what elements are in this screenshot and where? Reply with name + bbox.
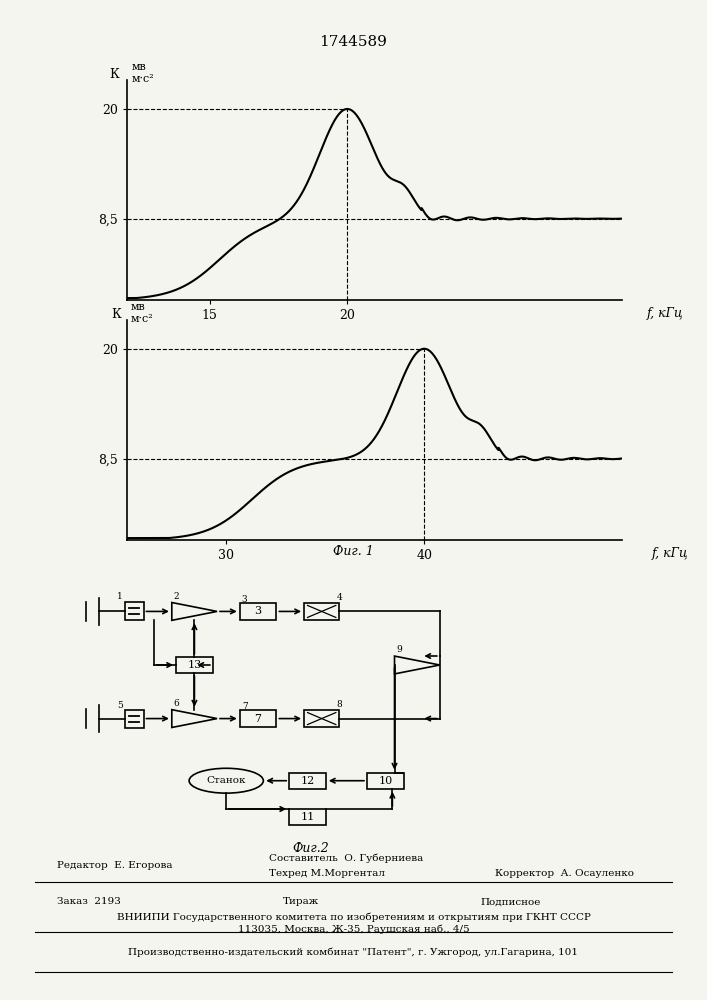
FancyBboxPatch shape: [289, 773, 326, 789]
Text: 3: 3: [242, 595, 247, 604]
Polygon shape: [395, 656, 440, 674]
Text: Корректор  А. Осауленко: Корректор А. Осауленко: [495, 868, 634, 878]
FancyBboxPatch shape: [176, 657, 213, 673]
Text: 13: 13: [187, 660, 201, 670]
Polygon shape: [172, 603, 217, 620]
Text: Техред М.Моргентал: Техред М.Моргентал: [269, 868, 385, 878]
FancyBboxPatch shape: [240, 603, 276, 620]
Text: Тираж: Тираж: [283, 898, 319, 906]
Text: м·с²: м·с²: [130, 314, 153, 324]
Text: К: К: [112, 308, 122, 321]
Text: 7: 7: [255, 714, 262, 724]
Text: 12: 12: [300, 776, 315, 786]
Text: 7: 7: [242, 702, 247, 711]
Text: 3: 3: [255, 606, 262, 616]
Text: Составитель  О. Губерниева: Составитель О. Губерниева: [269, 853, 423, 863]
Text: Подписное: Подписное: [481, 898, 541, 906]
Text: 2: 2: [173, 592, 179, 601]
Text: 113035, Москва, Ж-35, Раушская наб., 4/5: 113035, Москва, Ж-35, Раушская наб., 4/5: [238, 924, 469, 934]
Text: f, кГц: f, кГц: [647, 307, 684, 320]
Text: Редактор  Е. Егорова: Редактор Е. Егорова: [57, 860, 172, 869]
FancyBboxPatch shape: [304, 710, 339, 727]
Text: мв: мв: [132, 62, 146, 72]
Text: м·с²: м·с²: [132, 74, 154, 84]
Text: 11: 11: [300, 812, 315, 822]
FancyBboxPatch shape: [289, 809, 326, 825]
Text: мв: мв: [130, 302, 145, 312]
Text: 1: 1: [117, 592, 123, 601]
Text: Фиг.2: Фиг.2: [293, 842, 329, 855]
Text: Станок: Станок: [206, 776, 246, 785]
Ellipse shape: [189, 768, 264, 793]
FancyBboxPatch shape: [367, 773, 404, 789]
Polygon shape: [172, 710, 217, 727]
Text: Фиг. 1: Фиг. 1: [333, 545, 374, 558]
Text: f, кГц: f, кГц: [652, 547, 689, 560]
Text: 1744589: 1744589: [320, 35, 387, 49]
FancyBboxPatch shape: [240, 710, 276, 727]
Text: 6: 6: [173, 699, 179, 708]
Text: Производственно-издательский комбинат "Патент", г. Ужгород, ул.Гагарина, 101: Производственно-издательский комбинат "П…: [129, 947, 578, 957]
Text: 4: 4: [337, 593, 342, 602]
Text: Заказ  2193: Заказ 2193: [57, 898, 120, 906]
FancyBboxPatch shape: [125, 710, 144, 728]
Text: 8: 8: [337, 700, 342, 709]
FancyBboxPatch shape: [304, 603, 339, 620]
Text: 9: 9: [396, 645, 402, 654]
Text: К: К: [110, 68, 119, 81]
Text: ВНИИПИ Государственного комитета по изобретениям и открытиям при ГКНТ СССР: ВНИИПИ Государственного комитета по изоб…: [117, 912, 590, 922]
Text: 5: 5: [117, 701, 123, 710]
FancyBboxPatch shape: [125, 602, 144, 620]
Text: 10: 10: [378, 776, 392, 786]
